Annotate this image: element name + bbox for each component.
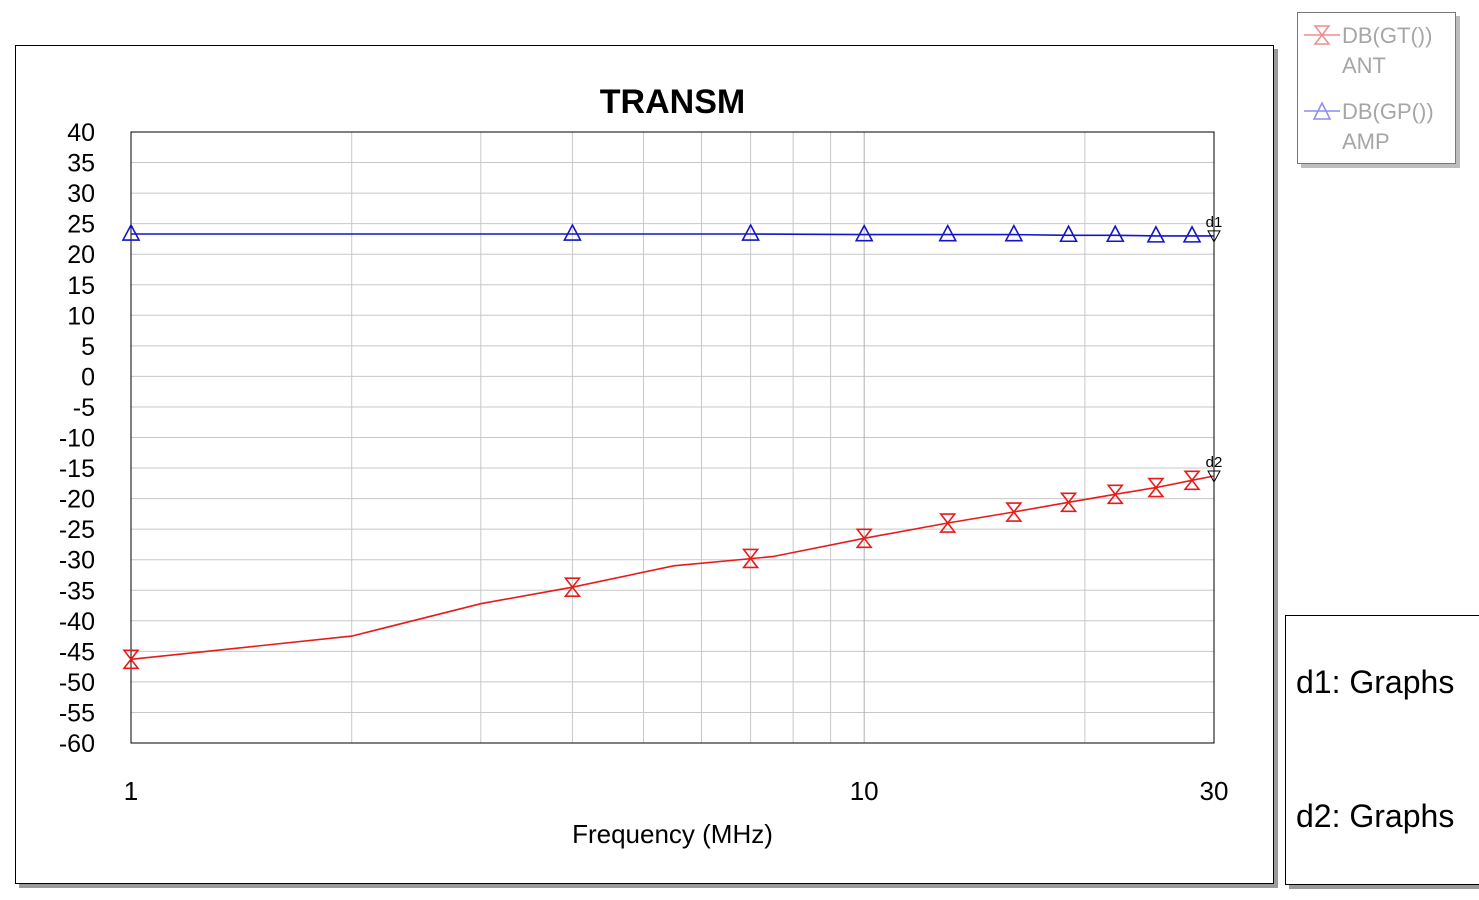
series-point — [741, 548, 760, 569]
series-point — [563, 223, 582, 241]
x-tick-label: 1 — [124, 776, 138, 806]
plot-border — [130, 131, 1215, 744]
marker-triangle — [1207, 230, 1221, 243]
y-tick-label: -50 — [59, 669, 95, 697]
series-point — [122, 649, 140, 670]
y-tick-label: -10 — [59, 425, 95, 453]
x-axis-label: Frequency (MHz) — [572, 819, 773, 849]
series-point — [563, 577, 582, 597]
y-tick-label: 0 — [81, 363, 95, 391]
x-tick-label: 10 — [850, 776, 879, 806]
series-point — [938, 223, 958, 242]
y-tick-label: 30 — [67, 180, 95, 208]
legend: DB(GT()) ANT DB(GP()) AMP — [1297, 12, 1456, 164]
y-tick-label: 35 — [67, 150, 95, 178]
y-tick-label: -25 — [59, 516, 95, 544]
y-tick-label: -30 — [59, 547, 95, 575]
series-point — [1059, 492, 1078, 513]
series-point — [854, 223, 874, 242]
series-line — [131, 233, 1214, 237]
series-point — [1005, 502, 1023, 522]
series-point — [1147, 477, 1165, 498]
graph-window: TRANSM 40 35 30 25 20 15 10 5 0 -5 -10 -15 -20 -25 -30-… — [15, 45, 1274, 884]
hourglass-marker-icon — [1304, 25, 1340, 45]
y-tick-label: -60 — [59, 730, 95, 758]
series-point — [1106, 484, 1124, 505]
y-tick-label: 10 — [67, 302, 95, 330]
y-tick-label: -15 — [59, 455, 95, 483]
legend-series-name: DB(GT()) — [1342, 23, 1433, 48]
marker-readout-panel: d1: Graphs d2: Graphs — [1285, 615, 1479, 885]
legend-series-source: AMP — [1342, 129, 1390, 154]
series-line — [130, 475, 1215, 661]
legend-entry-gt[interactable]: DB(GT()) ANT — [1298, 13, 1455, 78]
y-tick-label: 15 — [67, 272, 95, 300]
marker-label: d1 — [1206, 214, 1223, 231]
marker-triangle — [1207, 470, 1221, 484]
marker-label: d2 — [1206, 454, 1223, 471]
series-point — [1146, 225, 1166, 243]
y-tick-label: -55 — [59, 699, 95, 727]
chart-title: TRANSM — [600, 83, 745, 121]
series-point — [121, 223, 141, 241]
chart-plot: TRANSM4035302520151050-5-10-15-20-25-30-… — [59, 83, 1229, 849]
y-tick-label: 20 — [67, 241, 95, 269]
y-tick-label: -40 — [59, 608, 95, 636]
y-tick-label: 5 — [81, 333, 95, 361]
marker-readout-d2: d2: Graphs — [1296, 798, 1455, 834]
series-point — [1183, 470, 1201, 491]
y-tick-label: -20 — [59, 486, 95, 514]
y-tick-label: 40 — [67, 119, 95, 147]
y-tick-label: -45 — [59, 638, 95, 666]
series-point — [1105, 224, 1125, 243]
series-point — [1059, 224, 1078, 243]
series-point — [939, 513, 957, 533]
triangle-marker-icon — [1304, 101, 1340, 120]
x-tick-label: 30 — [1200, 776, 1229, 806]
y-tick-label: -35 — [59, 577, 95, 605]
y-tick-label: -5 — [73, 394, 95, 422]
series-point — [1182, 225, 1202, 243]
series-point — [855, 528, 873, 549]
legend-entry-gp[interactable]: DB(GP()) AMP — [1298, 89, 1455, 154]
series-point — [741, 223, 760, 241]
series-point — [1004, 223, 1024, 242]
y-tick-label: 25 — [67, 211, 95, 239]
marker-readout-d1: d1: Graphs — [1296, 664, 1455, 700]
legend-series-source: ANT — [1342, 53, 1386, 78]
legend-series-name: DB(GP()) — [1342, 99, 1434, 124]
